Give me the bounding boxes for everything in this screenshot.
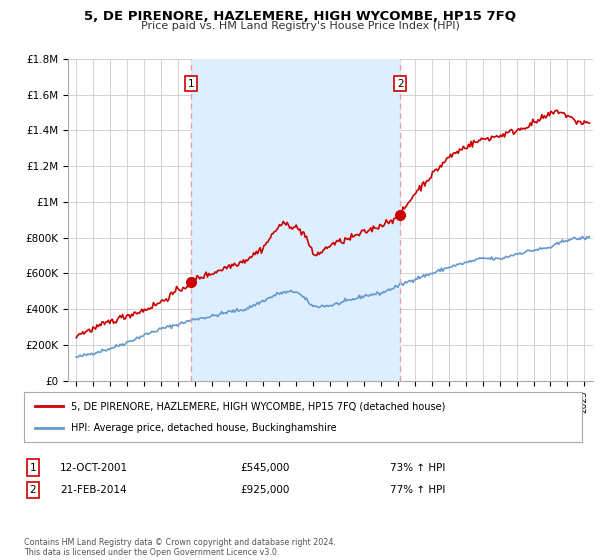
Text: 1: 1 [29,463,37,473]
Text: HPI: Average price, detached house, Buckinghamshire: HPI: Average price, detached house, Buck… [71,423,337,433]
Text: 21-FEB-2014: 21-FEB-2014 [60,485,127,495]
Text: £925,000: £925,000 [240,485,289,495]
Text: 5, DE PIRENORE, HAZLEMERE, HIGH WYCOMBE, HP15 7FQ (detached house): 5, DE PIRENORE, HAZLEMERE, HIGH WYCOMBE,… [71,401,446,411]
Text: 77% ↑ HPI: 77% ↑ HPI [390,485,445,495]
Text: £545,000: £545,000 [240,463,289,473]
Text: 1: 1 [188,79,194,89]
Text: Price paid vs. HM Land Registry's House Price Index (HPI): Price paid vs. HM Land Registry's House … [140,21,460,31]
Text: 5, DE PIRENORE, HAZLEMERE, HIGH WYCOMBE, HP15 7FQ: 5, DE PIRENORE, HAZLEMERE, HIGH WYCOMBE,… [84,10,516,23]
Text: 2: 2 [397,79,403,89]
Text: Contains HM Land Registry data © Crown copyright and database right 2024.
This d: Contains HM Land Registry data © Crown c… [24,538,336,557]
Text: 73% ↑ HPI: 73% ↑ HPI [390,463,445,473]
Text: 2: 2 [29,485,37,495]
Text: 12-OCT-2001: 12-OCT-2001 [60,463,128,473]
Bar [191,59,400,381]
